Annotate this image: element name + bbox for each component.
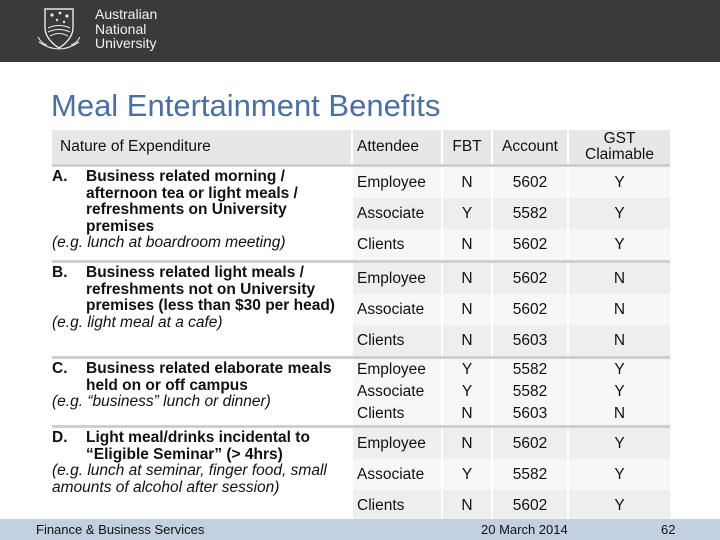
wordmark-line: University: [95, 35, 157, 51]
item-example: (e.g. light meal at a cafe): [52, 313, 223, 331]
expenditure-table: Nature of Expenditure Attendee FBT Accou…: [52, 130, 670, 521]
fbt-cell: N: [441, 260, 492, 294]
table-row: C. Business related elaborate meals held…: [52, 356, 670, 427]
fbt-cell: N: [441, 229, 492, 262]
account-cell: 5602: [491, 260, 568, 294]
anu-crest-icon: [37, 8, 81, 50]
footer-date: 20 March 2014: [481, 522, 568, 537]
gst-value: Y: [614, 361, 625, 378]
item-letter: B.: [52, 264, 68, 281]
wordmark-line: Australian: [95, 6, 158, 22]
table-row: Clients N 5603 N: [52, 325, 670, 358]
attendee-value: Employee: [357, 361, 426, 378]
gst-cell: Y: [567, 164, 670, 198]
item-example: (e.g. lunch at seminar, finger food, sma…: [52, 462, 327, 496]
header-bar: Australian National University: [0, 0, 720, 62]
gst-cell: N: [567, 260, 670, 294]
table-row: Clients N 5602 Y: [52, 229, 670, 262]
expenditure-description: D. Light meal/drinks incidental to “Elig…: [52, 425, 352, 521]
gst-value: Y: [614, 383, 625, 400]
table-row: Clients N 5602 Y: [52, 490, 670, 521]
footer-bar: Finance & Business Services 20 March 201…: [0, 519, 720, 540]
gst-cell: N: [567, 325, 670, 358]
wordmark-line: National: [95, 20, 147, 37]
gst-cell: Y: [567, 459, 670, 490]
account-cell: 5602: [491, 164, 568, 198]
fbt-cell: N: [441, 425, 492, 459]
attendee-cell: Associate: [351, 459, 442, 490]
item-letter: A.: [52, 168, 68, 185]
column-header: Nature of Expenditure: [52, 130, 352, 166]
fbt-value: Y: [461, 361, 473, 378]
expenditure-description: A. Business related morning / afternoon …: [52, 164, 352, 262]
fbt-cell: Y: [441, 198, 492, 229]
attendee-value: Clients: [357, 405, 405, 422]
account-cell: 5602: [491, 425, 568, 459]
fbt-cell: N: [441, 325, 492, 358]
account-cell: 5582 5582 5603: [491, 356, 568, 427]
fbt-cell: N: [441, 490, 492, 521]
item-description: Business related morning / afternoon tea…: [86, 168, 298, 235]
account-value: 5582: [512, 361, 548, 378]
university-wordmark: Australian National University: [95, 7, 157, 51]
expenditure-table-container: Nature of Expenditure Attendee FBT Accou…: [52, 130, 670, 521]
gst-cell: Y: [567, 425, 670, 459]
slide-title: Meal Entertainment Benefits: [51, 88, 441, 123]
column-header: GST Claimable: [567, 130, 670, 166]
fbt-cell: N: [441, 164, 492, 198]
account-cell: 5602: [491, 229, 568, 262]
account-cell: 5582: [491, 459, 568, 490]
attendee-cell: Clients: [351, 490, 442, 521]
account-cell: 5603: [491, 325, 568, 358]
item-example: (e.g. “business” lunch or dinner): [52, 393, 271, 410]
item-letter: C.: [52, 360, 68, 377]
item-letter: D.: [52, 429, 68, 446]
item-description: Light meal/drinks incidental to “Eligibl…: [86, 429, 310, 463]
column-header: FBT: [441, 130, 492, 166]
table-row: D. Light meal/drinks incidental to “Elig…: [52, 425, 670, 521]
attendee-cell: Clients: [351, 229, 442, 262]
attendee-cell: Clients: [351, 325, 442, 358]
item-description: Business related elaborate meals held on…: [86, 360, 332, 394]
column-header: Account: [491, 130, 568, 166]
table-row: Associate Y 5582 Y: [52, 459, 670, 490]
gst-cell: Y Y N: [567, 356, 670, 427]
expenditure-description: B. Business related light meals / refres…: [52, 260, 352, 358]
attendee-cell: Employee: [351, 164, 442, 198]
table-row: A. Business related morning / afternoon …: [52, 164, 670, 262]
fbt-value: Y: [461, 383, 473, 400]
account-cell: 5602: [491, 490, 568, 521]
attendee-cell: Associate: [351, 294, 442, 325]
fbt-cell: N: [441, 294, 492, 325]
account-cell: 5582: [491, 198, 568, 229]
attendee-cell: Employee Associate Clients: [351, 356, 442, 427]
attendee-value: Associate: [357, 383, 425, 400]
gst-value: N: [613, 405, 626, 422]
account-value: 5603: [512, 405, 548, 422]
table-row: B. Business related light meals / refres…: [52, 260, 670, 358]
gst-cell: N: [567, 294, 670, 325]
fbt-cell: Y Y N: [441, 356, 492, 427]
attendee-cell: Employee: [351, 425, 442, 459]
footer-page-number: 62: [661, 522, 676, 537]
table-row: Associate Y 5582 Y: [52, 198, 670, 229]
table-header-row: Nature of Expenditure Attendee FBT Accou…: [52, 130, 670, 166]
gst-cell: Y: [567, 229, 670, 262]
attendee-cell: Associate: [351, 198, 442, 229]
attendee-cell: Employee: [351, 260, 442, 294]
gst-cell: Y: [567, 490, 670, 521]
fbt-value: N: [461, 405, 473, 422]
gst-cell: Y: [567, 198, 670, 229]
expenditure-description: C. Business related elaborate meals held…: [52, 356, 352, 427]
column-header: Attendee: [351, 130, 442, 166]
item-example: (e.g. lunch at boardroom meeting): [52, 234, 286, 251]
fbt-cell: Y: [441, 459, 492, 490]
item-description: Business related light meals / refreshme…: [86, 264, 335, 314]
account-cell: 5602: [491, 294, 568, 325]
footer-department: Finance & Business Services: [36, 522, 205, 537]
table-row: Associate N 5602 N: [52, 294, 670, 325]
account-value: 5582: [512, 383, 548, 400]
